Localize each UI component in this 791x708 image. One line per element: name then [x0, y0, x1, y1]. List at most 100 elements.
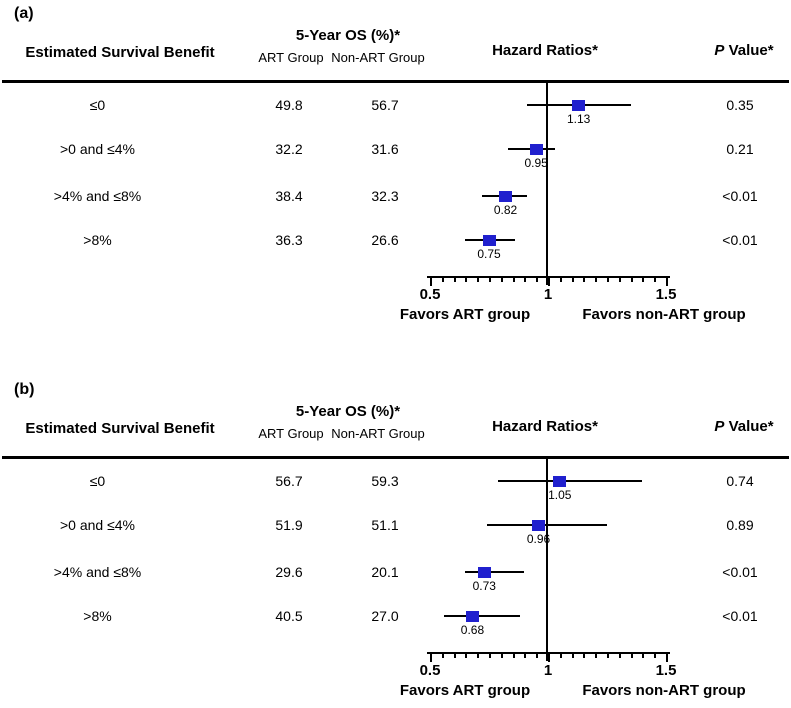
tick-mark — [430, 278, 432, 286]
benefit-cell: >0 and ≤4% — [59, 517, 136, 533]
tick-mark — [666, 654, 668, 662]
hr-value-label: 1.05 — [548, 488, 572, 502]
tick-mark — [630, 654, 633, 658]
hr-marker — [529, 144, 543, 155]
tick-mark — [524, 278, 527, 282]
tick-mark — [512, 278, 515, 282]
tick-mark — [548, 654, 550, 662]
art-os-cell: 36.3 — [275, 232, 303, 248]
favors-non-art-label: Favors non-ART group — [582, 306, 746, 323]
tick-mark — [666, 278, 668, 286]
favors-art-label: Favors ART group — [399, 682, 531, 699]
tick-label-1-5: 1.5 — [655, 286, 677, 303]
tick-mark — [654, 654, 657, 658]
p-italic-letter: P — [714, 42, 725, 59]
tick-mark — [583, 654, 586, 658]
tick-mark — [512, 654, 515, 658]
tick-mark — [618, 654, 621, 658]
p-value-header: P Value* — [664, 42, 791, 59]
tick-label-1: 1 — [543, 286, 553, 303]
tick-mark — [536, 278, 539, 282]
benefit-column-header: Estimated Survival Benefit — [25, 420, 215, 437]
confidence-interval-line — [486, 524, 607, 526]
favors-art-label: Favors ART group — [399, 306, 531, 323]
hr-value-label: 0.95 — [524, 156, 548, 170]
panel-label: (a) — [14, 5, 34, 22]
tick-mark — [607, 654, 609, 658]
benefit-cell: >8% — [83, 232, 112, 248]
hr-value-label: 0.96 — [526, 532, 551, 546]
non-art-os-cell: 26.6 — [371, 232, 399, 248]
tick-mark — [500, 278, 503, 282]
tick-mark — [477, 654, 480, 658]
tick-mark — [441, 278, 444, 282]
art-os-cell: 32.2 — [275, 141, 303, 157]
tick-mark — [642, 654, 645, 658]
hr-marker — [477, 567, 491, 578]
p-value-cell: <0.01 — [722, 564, 758, 580]
p-value-header-rest: Value* — [724, 42, 774, 59]
benefit-column-header: Estimated Survival Benefit — [25, 44, 215, 61]
hazard-ratios-header: Hazard Ratios* — [492, 418, 598, 435]
tick-mark — [618, 278, 621, 282]
tick-mark — [630, 278, 633, 282]
hr-marker — [465, 611, 479, 622]
p-value-cell: <0.01 — [722, 232, 758, 248]
header-divider-line — [2, 80, 789, 83]
tick-mark — [430, 654, 432, 662]
tick-mark — [465, 278, 468, 282]
tick-mark — [489, 654, 491, 658]
tick-mark — [489, 278, 491, 282]
header-divider-line — [2, 456, 789, 459]
tick-mark — [654, 278, 657, 282]
art-os-cell: 51.9 — [275, 517, 303, 533]
art-group-subheader: ART Group — [258, 50, 324, 65]
benefit-cell: >8% — [83, 608, 112, 624]
p-value-cell: <0.01 — [722, 608, 758, 624]
os-column-header: 5-Year OS (%)* — [295, 27, 401, 44]
tick-label-1-5: 1.5 — [655, 662, 677, 679]
reference-line — [546, 458, 548, 661]
hr-value-label: 0.75 — [477, 247, 501, 261]
hazard-ratios-header: Hazard Ratios* — [492, 42, 598, 59]
hr-value-label: 1.13 — [566, 112, 591, 126]
benefit-cell: >4% and ≤8% — [53, 188, 142, 204]
hr-marker — [532, 520, 546, 531]
confidence-interval-line — [444, 615, 520, 617]
tick-label-0-5: 0.5 — [419, 286, 441, 303]
confidence-interval-line — [465, 571, 525, 573]
art-os-cell: 49.8 — [275, 97, 303, 113]
art-os-cell: 56.7 — [275, 473, 303, 489]
tick-mark — [595, 654, 598, 658]
non-art-os-cell: 51.1 — [371, 517, 399, 533]
hr-marker — [482, 235, 496, 246]
tick-mark — [548, 278, 550, 286]
tick-mark — [571, 654, 574, 658]
tick-label-0-5: 0.5 — [419, 662, 441, 679]
x-axis-line — [427, 652, 670, 654]
non-art-os-cell: 32.3 — [371, 188, 399, 204]
os-column-header: 5-Year OS (%)* — [295, 403, 401, 420]
tick-mark — [524, 654, 527, 658]
benefit-cell: >4% and ≤8% — [53, 564, 142, 580]
p-value-header-rest: Value* — [724, 418, 774, 435]
x-axis-line — [427, 276, 670, 278]
tick-mark — [583, 278, 586, 282]
hr-marker — [572, 100, 586, 111]
tick-mark — [607, 278, 609, 282]
art-group-subheader: ART Group — [258, 426, 324, 441]
panel-a: (a) Estimated Survival Benefit 5-Year OS… — [0, 0, 791, 332]
p-value-header: P Value* — [664, 418, 791, 435]
p-value-cell: <0.01 — [722, 188, 758, 204]
benefit-cell: ≤0 — [89, 473, 106, 489]
tick-label-1: 1 — [543, 662, 553, 679]
p-value-cell: 0.35 — [726, 97, 754, 113]
hr-marker — [499, 191, 513, 202]
p-value-cell: 0.89 — [726, 517, 754, 533]
p-value-cell: 0.74 — [726, 473, 754, 489]
benefit-cell: >0 and ≤4% — [59, 141, 136, 157]
tick-mark — [642, 278, 645, 282]
favors-non-art-label: Favors non-ART group — [582, 682, 746, 699]
hr-value-label: 0.68 — [460, 623, 485, 637]
panel-b: (b) Estimated Survival Benefit 5-Year OS… — [0, 376, 791, 708]
